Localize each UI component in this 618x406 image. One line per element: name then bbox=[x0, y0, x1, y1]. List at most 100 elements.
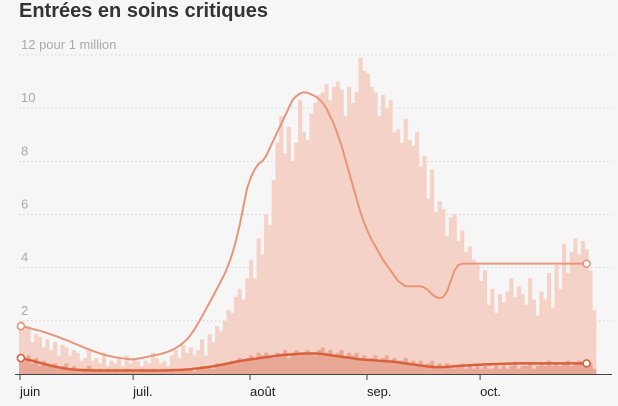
bar-total bbox=[467, 246, 472, 374]
chart-title: Entrées en soins critiques bbox=[19, 0, 268, 22]
bar-severe bbox=[79, 371, 84, 374]
bar-total bbox=[177, 358, 182, 374]
bar-severe bbox=[531, 368, 537, 374]
bar-severe bbox=[158, 371, 163, 374]
bar-total bbox=[143, 360, 148, 374]
bar-total bbox=[343, 116, 348, 375]
y-tick-label: 6 bbox=[21, 197, 28, 212]
bar-severe bbox=[56, 368, 61, 374]
bar-severe bbox=[211, 368, 216, 374]
bar-total bbox=[230, 312, 235, 374]
bar-severe bbox=[128, 371, 133, 374]
bar-total bbox=[211, 342, 216, 374]
bars-total bbox=[19, 57, 597, 375]
bar-severe bbox=[316, 350, 322, 374]
bar-total bbox=[316, 94, 322, 374]
bar-total bbox=[388, 100, 393, 375]
bar-total bbox=[558, 288, 563, 374]
bar-total bbox=[354, 92, 359, 374]
bar-severe bbox=[347, 352, 352, 374]
bar-severe bbox=[482, 366, 487, 374]
bar-total bbox=[252, 278, 257, 374]
bar-total bbox=[26, 326, 31, 374]
bar-total bbox=[222, 320, 227, 374]
bar-severe bbox=[230, 360, 235, 374]
y-tick-label: 2 bbox=[21, 303, 28, 318]
bar-total bbox=[460, 230, 465, 374]
bar-severe bbox=[252, 358, 257, 374]
bar-total bbox=[241, 299, 246, 374]
bar-severe bbox=[215, 363, 220, 374]
bar-total bbox=[86, 350, 92, 374]
bar-total bbox=[83, 358, 88, 374]
bar-total bbox=[301, 132, 306, 374]
bar-total bbox=[267, 225, 273, 374]
bar-severe bbox=[143, 371, 148, 374]
bar-total bbox=[588, 270, 593, 374]
bar-severe bbox=[426, 363, 431, 374]
bar-total bbox=[358, 57, 363, 375]
bar-severe bbox=[433, 366, 438, 374]
bar-severe bbox=[384, 355, 389, 374]
bar-total bbox=[22, 328, 27, 374]
bar-severe bbox=[49, 366, 54, 374]
bar-total bbox=[445, 235, 450, 374]
bar-total bbox=[381, 94, 386, 374]
bar-total bbox=[392, 132, 397, 374]
bar-total bbox=[19, 320, 24, 374]
bar-total bbox=[320, 92, 325, 374]
bar-severe bbox=[328, 350, 333, 374]
bar-total bbox=[64, 347, 69, 374]
bar-total bbox=[200, 339, 205, 374]
bar-severe bbox=[479, 368, 484, 374]
bar-severe bbox=[513, 363, 518, 374]
x-tick-label: août bbox=[250, 384, 276, 399]
bar-total bbox=[56, 355, 61, 374]
bar-total bbox=[275, 142, 280, 374]
bar-severe bbox=[75, 368, 80, 374]
bar-total bbox=[196, 350, 201, 374]
bar-total bbox=[407, 140, 412, 374]
bar-total bbox=[490, 288, 495, 374]
bar-severe bbox=[445, 363, 450, 374]
bar-severe bbox=[298, 355, 303, 374]
bar-severe bbox=[562, 363, 567, 374]
bar-severe bbox=[475, 366, 480, 374]
bar-severe bbox=[403, 358, 408, 374]
bar-severe bbox=[396, 363, 401, 374]
bar-severe bbox=[584, 366, 589, 374]
bar-total bbox=[414, 132, 420, 374]
bar-total bbox=[162, 360, 167, 374]
bar-severe bbox=[554, 363, 559, 374]
bar-total bbox=[584, 249, 589, 374]
bar-severe bbox=[535, 366, 540, 374]
bar-total bbox=[192, 355, 197, 374]
bar-total bbox=[286, 126, 291, 375]
bar-total bbox=[264, 214, 269, 374]
bar-total bbox=[279, 116, 284, 375]
bar-total bbox=[117, 358, 122, 374]
bar-total bbox=[332, 86, 337, 375]
bar-total bbox=[577, 254, 582, 374]
bar-total bbox=[399, 142, 405, 374]
bar-severe bbox=[41, 360, 46, 374]
bar-severe bbox=[237, 358, 242, 374]
bar-severe bbox=[184, 368, 190, 374]
bar-severe bbox=[271, 358, 276, 374]
bar-total bbox=[384, 108, 389, 375]
bar-severe bbox=[550, 366, 555, 374]
bar-total bbox=[271, 179, 276, 374]
bar-total bbox=[173, 350, 178, 374]
bar-severe bbox=[200, 366, 205, 374]
bar-total bbox=[181, 344, 186, 374]
bar-total bbox=[68, 355, 73, 374]
bar-total bbox=[60, 344, 65, 374]
bar-severe bbox=[279, 355, 284, 374]
bar-total bbox=[305, 140, 310, 374]
bar-severe bbox=[392, 358, 397, 374]
bar-severe bbox=[490, 368, 495, 374]
bar-severe bbox=[539, 363, 544, 374]
bar-total bbox=[369, 86, 374, 375]
y-tick-label: 12 pour 1 million bbox=[21, 37, 116, 52]
bar-total bbox=[90, 360, 95, 374]
